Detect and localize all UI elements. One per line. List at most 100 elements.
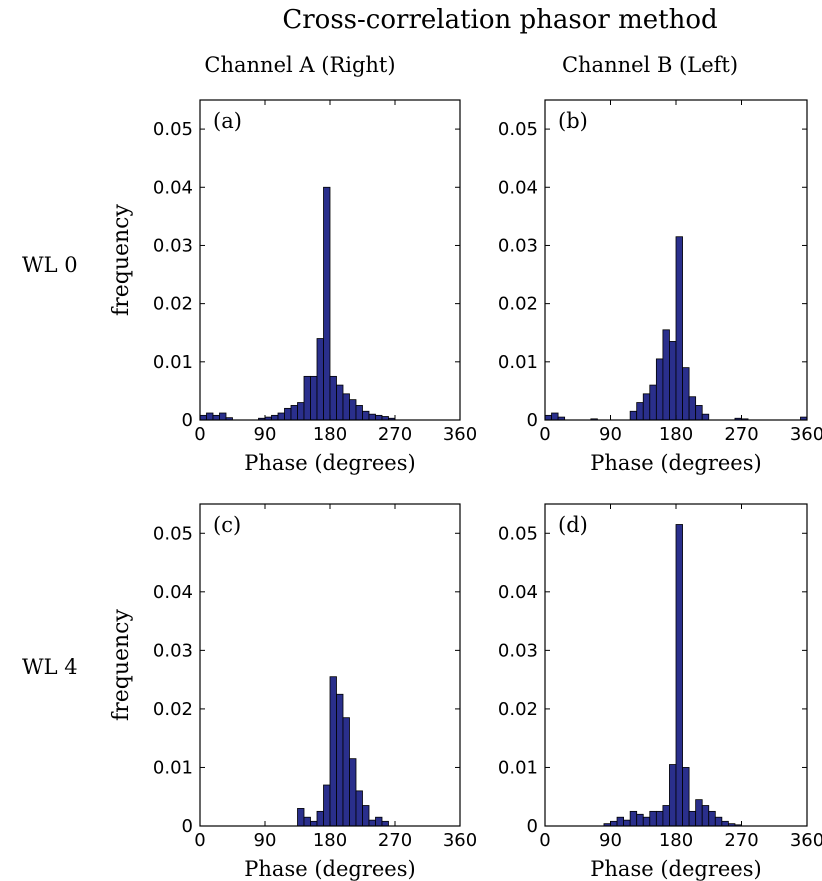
bar-a-25 xyxy=(362,410,370,421)
y-tick-label-d-3: 0.03 xyxy=(498,640,538,661)
bar-a-11 xyxy=(271,414,279,421)
y-tick-label-b-0: 0 xyxy=(527,410,538,431)
bar-a-22 xyxy=(342,393,350,421)
y-tick-label-c-5: 0.05 xyxy=(153,523,193,544)
column-header-b: Channel B (Left) xyxy=(562,53,738,77)
bar-b-15 xyxy=(701,413,710,421)
bar-a-15 xyxy=(297,402,305,421)
x-tick-label-c-2: 180 xyxy=(313,830,347,851)
x-tick-label-a-2: 180 xyxy=(313,424,347,445)
bar-b-5 xyxy=(636,402,644,421)
bar-d-17 xyxy=(714,816,723,827)
x-axis-label-c: Phase (degrees) xyxy=(244,857,415,881)
bar-d-4 xyxy=(629,810,638,827)
y-axis-label-a: frequency xyxy=(109,203,134,315)
y-tick-label-c-1: 0.01 xyxy=(153,757,193,778)
panel-label-c: (c) xyxy=(213,513,241,537)
x-tick-label-d-1: 90 xyxy=(599,830,622,851)
x-tick-label-d-4: 360 xyxy=(790,830,822,851)
y-tick-label-b-2: 0.02 xyxy=(498,294,538,315)
y-tick-label-c-0: 0 xyxy=(182,816,193,837)
bar-d-18 xyxy=(721,820,729,827)
y-tick-label-b-4: 0.04 xyxy=(498,177,538,198)
y-tick-label-c-3: 0.03 xyxy=(153,640,193,661)
panels: 0 90 180 270 360 0 0.01 0.02 0.03 0.04 0.05 (a) Phas… xyxy=(109,99,822,881)
bar-c-4 xyxy=(323,784,331,827)
bar-a-23 xyxy=(349,399,357,421)
bar-d-7 xyxy=(649,810,657,827)
bar-c-2 xyxy=(310,820,318,827)
bar-a-27 xyxy=(375,414,383,421)
y-tick-label-b-5: 0.05 xyxy=(498,119,538,140)
bar-c-9 xyxy=(355,790,363,827)
bar-d-13 xyxy=(688,810,697,827)
bar-b-4 xyxy=(629,410,638,421)
x-tick-label-c-4: 360 xyxy=(443,830,477,851)
x-tick-label-b-4: 360 xyxy=(790,424,822,445)
bar-d-14 xyxy=(695,799,703,827)
bar-b-0 xyxy=(544,414,552,421)
bar-d-9 xyxy=(662,805,670,827)
y-tick-label-a-3: 0.03 xyxy=(153,235,193,256)
bar-b-8 xyxy=(655,358,664,421)
bar-a-21 xyxy=(336,384,344,421)
bar-c-0 xyxy=(297,808,305,827)
y-tick-label-c-4: 0.04 xyxy=(153,582,193,603)
bar-d-15 xyxy=(701,805,710,827)
bar-b-10 xyxy=(669,341,677,421)
x-tick-label-d-0: 0 xyxy=(539,830,550,851)
bar-c-13 xyxy=(381,820,389,827)
bar-d-3 xyxy=(623,819,631,827)
bar-a-19 xyxy=(323,186,331,421)
row-label-wl0: WL 0 xyxy=(22,253,78,277)
bar-a-24 xyxy=(355,405,363,421)
x-axis-label-b: Phase (degrees) xyxy=(590,451,761,475)
bar-b-1 xyxy=(551,412,559,421)
x-tick-label-c-3: 270 xyxy=(378,830,412,851)
bar-a-17 xyxy=(310,375,318,421)
y-tick-label-d-2: 0.02 xyxy=(498,699,538,720)
bar-a-12 xyxy=(277,412,285,421)
x-tick-label-b-2: 180 xyxy=(659,424,693,445)
x-tick-label-b-0: 0 xyxy=(539,424,550,445)
bar-b-7 xyxy=(649,384,657,421)
bar-c-5 xyxy=(329,676,337,827)
bar-d-12 xyxy=(682,767,690,827)
y-tick-label-b-3: 0.03 xyxy=(498,235,538,256)
bar-a-0 xyxy=(199,414,207,421)
bar-d-1 xyxy=(610,820,618,827)
bar-a-14 xyxy=(290,405,298,421)
bar-d-10 xyxy=(669,764,677,827)
panel-label-d: (d) xyxy=(558,513,588,537)
y-tick-label-d-5: 0.05 xyxy=(498,523,538,544)
bar-a-3 xyxy=(219,412,227,421)
x-tick-label-b-3: 270 xyxy=(724,424,758,445)
bar-b-12 xyxy=(682,367,690,421)
bar-a-20 xyxy=(329,375,337,421)
bar-d-16 xyxy=(708,810,716,827)
bar-a-2 xyxy=(212,414,220,421)
bar-c-1 xyxy=(303,816,311,827)
y-tick-label-c-2: 0.02 xyxy=(153,699,193,720)
bar-a-13 xyxy=(284,407,292,421)
y-axis-label-c: frequency xyxy=(109,608,134,720)
bar-c-12 xyxy=(375,816,383,827)
bar-b-13 xyxy=(688,396,697,421)
bar-b-6 xyxy=(642,393,651,421)
row-label-wl4: WL 4 xyxy=(22,655,78,679)
y-tick-label-d-0: 0 xyxy=(527,816,538,837)
x-tick-label-a-0: 0 xyxy=(194,424,205,445)
y-tick-label-b-1: 0.01 xyxy=(498,352,538,373)
bar-c-7 xyxy=(342,717,350,827)
x-tick-label-d-3: 270 xyxy=(724,830,758,851)
bar-c-8 xyxy=(349,758,357,827)
bar-a-1 xyxy=(206,412,214,421)
y-tick-label-a-5: 0.05 xyxy=(153,119,193,140)
bar-b-9 xyxy=(662,329,670,421)
column-header-a: Channel A (Right) xyxy=(204,53,395,77)
bar-c-3 xyxy=(316,810,324,827)
bar-b-11 xyxy=(675,236,683,421)
panel-d: 0 90 180 270 360 0 0.01 0.02 0.03 0.04 0.05 (d) Phas… xyxy=(498,503,822,881)
panel-c: 0 90 180 270 360 0 0.01 0.02 0.03 0.04 0.05 (c) Phas… xyxy=(109,503,477,881)
